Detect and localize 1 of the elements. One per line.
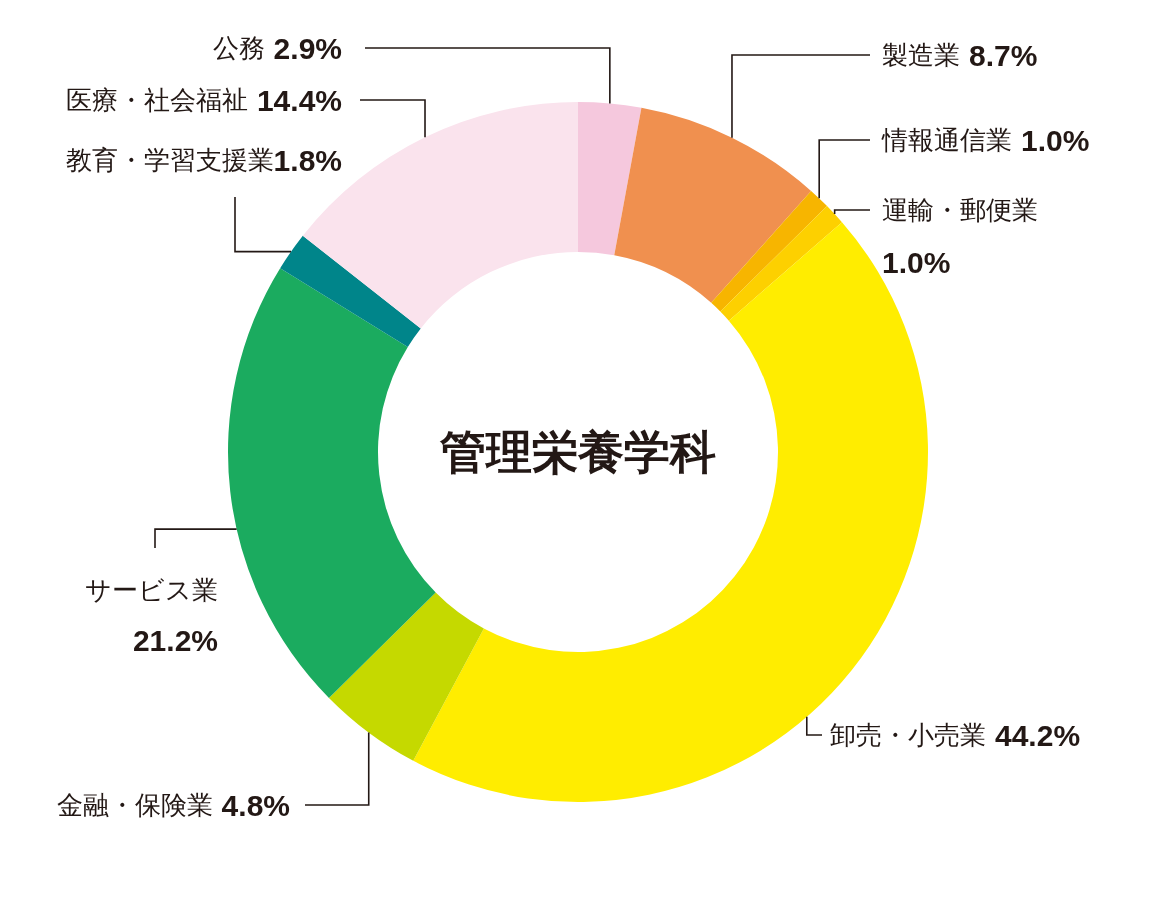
title: 管理栄養学科 (440, 426, 716, 478)
